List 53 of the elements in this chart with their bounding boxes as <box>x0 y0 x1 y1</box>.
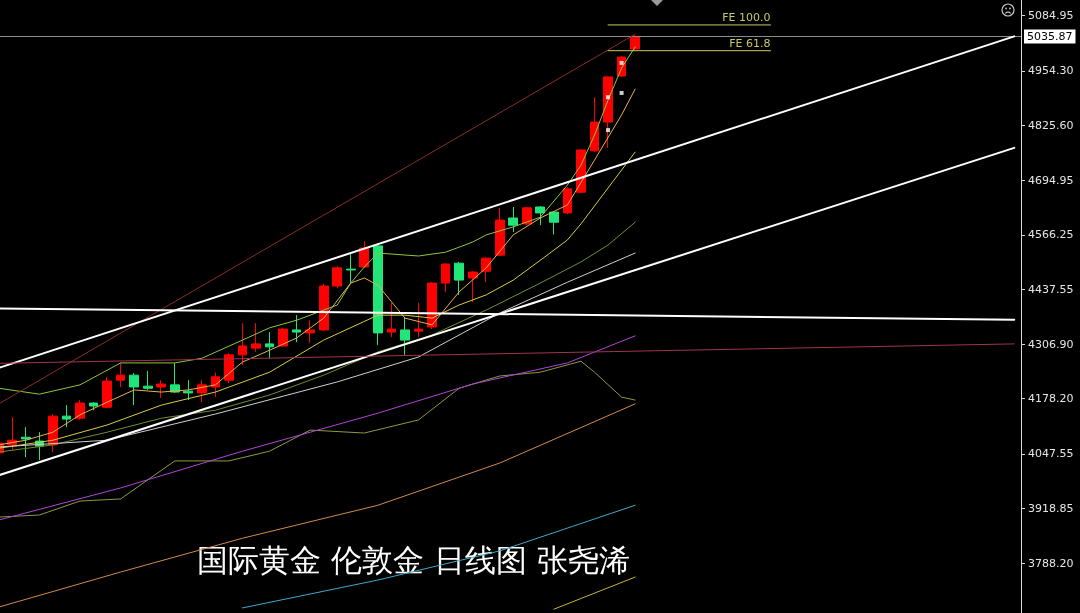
candlestick <box>332 265 342 289</box>
y-tick-label: 4047.55 <box>1028 447 1074 461</box>
line-series <box>0 221 636 453</box>
ref-line-label: 5035.87 <box>1027 29 1073 43</box>
candlestick <box>508 206 518 233</box>
y-tick-label: 4954.30 <box>1028 64 1074 78</box>
y-tick-label: 5084.95 <box>1028 9 1074 23</box>
candlestick <box>441 262 450 293</box>
candlestick <box>305 319 315 344</box>
candlestick <box>183 379 193 401</box>
candlestick <box>21 426 31 458</box>
candlestick <box>454 261 464 296</box>
candlestick <box>265 331 274 359</box>
y-tick-label: 4825.60 <box>1028 118 1074 132</box>
candlestick <box>89 401 98 411</box>
y-tick-label: 4178.20 <box>1028 392 1074 406</box>
candlestick <box>143 370 153 391</box>
candlestick <box>563 186 572 215</box>
candlestick <box>387 302 396 338</box>
candlestick <box>549 210 559 235</box>
candlestick <box>62 404 71 428</box>
y-tick-label: 4566.25 <box>1028 228 1074 242</box>
candlestick <box>535 205 545 226</box>
line-series <box>0 252 636 448</box>
candlestick <box>129 372 139 406</box>
y-tick-label: 3788.20 <box>1028 556 1074 570</box>
candlestick <box>102 376 112 409</box>
candlestick <box>400 316 410 356</box>
candlestick <box>278 327 288 348</box>
y-tick-label: 3918.85 <box>1028 501 1074 515</box>
candlestick <box>522 206 532 226</box>
candlestick <box>156 379 166 399</box>
line-series <box>0 335 636 521</box>
candlestick <box>414 302 423 338</box>
candlestick <box>495 207 505 257</box>
candlestick <box>238 322 247 366</box>
y-tick-label: 4694.95 <box>1028 173 1074 187</box>
candlestick <box>116 362 125 388</box>
candlestick <box>346 253 356 284</box>
line-series <box>0 360 636 518</box>
y-tick-label: 4437.55 <box>1028 282 1074 296</box>
candlestick <box>251 322 261 353</box>
candlestick <box>292 314 301 343</box>
line-series <box>0 403 636 608</box>
candlestick <box>468 270 478 303</box>
text: 国际黄金 伦敦金 日线图 张尧浠 <box>197 541 630 578</box>
candlestick <box>603 75 613 149</box>
series-label: FE 100.0 <box>722 10 771 24</box>
line-series <box>0 88 636 446</box>
series-label: FE 61.8 <box>729 36 771 50</box>
line-series <box>0 151 636 449</box>
candlestick <box>373 244 383 346</box>
y-tick-label: 4306.90 <box>1028 337 1074 351</box>
